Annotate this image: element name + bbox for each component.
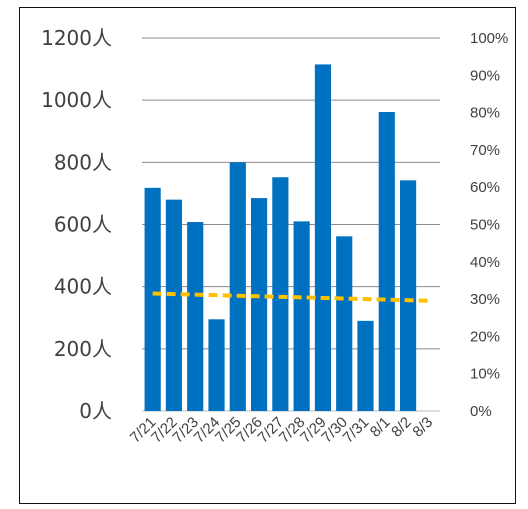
bar bbox=[208, 319, 225, 411]
bar bbox=[357, 320, 374, 411]
bar bbox=[314, 64, 332, 411]
bar bbox=[378, 111, 395, 411]
right-tick-label: 80% bbox=[470, 105, 500, 122]
left-tick-label: 600人 bbox=[54, 213, 112, 237]
bar bbox=[250, 198, 268, 411]
bar-series bbox=[144, 64, 417, 411]
trend-line bbox=[152, 291, 430, 303]
left-tick-label: 0人 bbox=[79, 399, 112, 423]
dashed-line-series bbox=[152, 291, 430, 303]
left-tick-label: 400人 bbox=[54, 275, 112, 299]
right-tick-label: 100% bbox=[470, 30, 508, 47]
bar bbox=[187, 222, 204, 411]
bar bbox=[336, 236, 353, 411]
bar bbox=[293, 221, 310, 411]
right-tick-label: 0% bbox=[470, 403, 492, 420]
right-tick-label: 10% bbox=[470, 366, 500, 383]
right-tick-label: 20% bbox=[470, 328, 500, 345]
right-tick-label: 60% bbox=[470, 179, 500, 196]
bar bbox=[144, 187, 161, 411]
right-tick-label: 70% bbox=[470, 142, 500, 159]
left-tick-label: 1200人 bbox=[41, 26, 112, 50]
x-tick-label: 8/3 bbox=[409, 414, 436, 441]
right-tick-label: 30% bbox=[470, 291, 500, 308]
left-tick-label: 200人 bbox=[54, 337, 112, 361]
right-tick-label: 50% bbox=[470, 217, 500, 234]
x-axis: 7/217/227/237/247/257/267/277/287/297/30… bbox=[127, 414, 436, 447]
left-tick-label: 1000人 bbox=[41, 88, 112, 112]
right-tick-label: 40% bbox=[470, 254, 500, 271]
right-y-axis: 0% 10% 20% 30% 40% 50% 60% 70% 80% 90% 100% bbox=[470, 30, 508, 420]
gridlines bbox=[142, 37, 440, 412]
left-y-axis: 0人 200人 400人 600人 800人 1000人 1200人 bbox=[41, 26, 112, 423]
right-tick-label: 90% bbox=[470, 67, 500, 84]
bar bbox=[165, 199, 183, 411]
bar bbox=[229, 162, 246, 411]
bar bbox=[399, 180, 417, 411]
chart-frame: 0人 200人 400人 600人 800人 1000人 1200人 0% 10% 20% 30%… bbox=[19, 7, 516, 504]
left-tick-label: 800人 bbox=[54, 150, 112, 174]
combo-bar-line-chart: 0人 200人 400人 600人 800人 1000人 1200人 0% 10% 20% 30%… bbox=[41, 26, 508, 447]
bar bbox=[272, 177, 289, 411]
